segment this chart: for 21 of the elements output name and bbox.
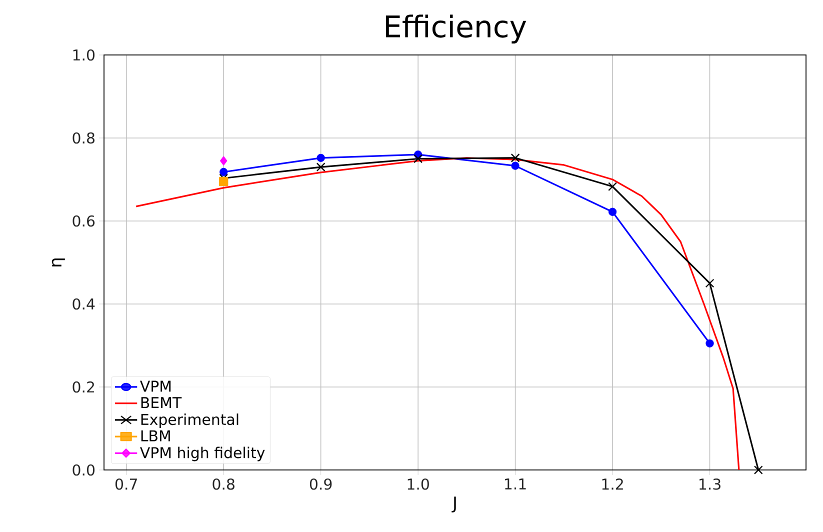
y-axis-title: η — [52, 258, 65, 266]
x-tick-label: 1.0 — [408, 478, 429, 490]
y-tick-label: 0.0 — [72, 464, 95, 476]
legend-label: VPM — [140, 380, 171, 392]
y-tick-label: 0.4 — [72, 298, 95, 310]
x-tick-label: 0.8 — [212, 478, 234, 490]
x-tick-label: 0.7 — [115, 478, 137, 490]
x-tick-label: 1.3 — [700, 478, 720, 490]
y-tick-label: 0.2 — [72, 381, 94, 393]
x-axis-title: J — [452, 496, 456, 512]
x-tick-label: 1.2 — [602, 478, 623, 490]
y-tick-label: 1.0 — [73, 49, 95, 61]
legend-label: BEMT — [141, 397, 182, 408]
legend-label: Experimental — [141, 414, 238, 428]
legend-label: LBM — [141, 430, 170, 442]
x-tick-label: 1.1 — [505, 478, 526, 490]
y-tick-label: 0.8 — [72, 132, 94, 144]
legend-label: VPM high fidelity — [140, 446, 265, 462]
chart-title: Efficiency — [386, 14, 526, 44]
y-tick-label: 0.6 — [72, 215, 95, 227]
x-tick-label: 0.9 — [310, 478, 332, 490]
